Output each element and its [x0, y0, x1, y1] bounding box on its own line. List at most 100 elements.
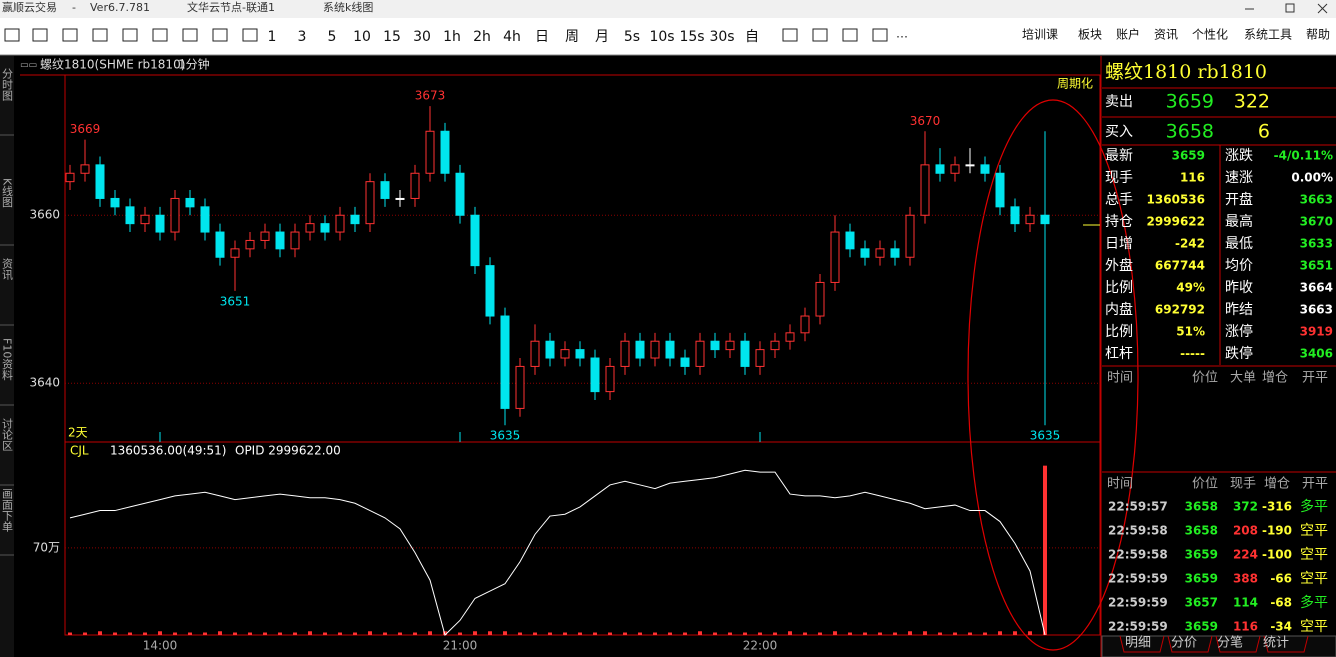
period-button[interactable]: 15s — [679, 29, 704, 45]
candle-body — [320, 223, 330, 233]
tab[interactable]: 分价 — [1171, 636, 1197, 651]
tool-icon[interactable] — [4, 28, 20, 42]
stat-label: 开盘 — [1225, 191, 1253, 208]
period-button[interactable]: 15 — [383, 29, 401, 45]
tool-icon[interactable] — [122, 28, 138, 42]
period-button[interactable]: 30s — [709, 29, 734, 45]
menu-item[interactable]: 培训课 — [1022, 27, 1058, 42]
volume-bar — [563, 632, 567, 635]
stat-label: 速涨 — [1225, 170, 1253, 186]
volume-bar — [533, 632, 537, 635]
tool-icon[interactable] — [242, 28, 258, 42]
tab-shape — [1119, 635, 1165, 653]
volume-bar — [488, 631, 492, 635]
tool-icon[interactable] — [812, 28, 828, 42]
stat-value: 667744 — [1155, 259, 1205, 273]
tab[interactable]: 统计 — [1263, 636, 1289, 651]
x-tick-label: 22:00 — [743, 639, 778, 653]
tool-icon[interactable] — [152, 28, 168, 42]
menu-item[interactable]: 板块 — [1078, 28, 1102, 42]
side-tab[interactable]: 讨论区 — [1, 418, 14, 451]
close[interactable] — [1317, 3, 1328, 14]
period-button[interactable]: 1 — [268, 29, 277, 45]
volume-bar — [548, 632, 552, 635]
tool-icon[interactable] — [212, 28, 228, 42]
period-button[interactable]: 3 — [298, 29, 307, 45]
more-icon[interactable]: ⋯ — [896, 30, 908, 44]
stat-label: 持仓 — [1105, 214, 1133, 230]
stat-value: 692792 — [1155, 303, 1205, 317]
trade-cell: 22:59:59 — [1108, 620, 1168, 634]
menu-item[interactable]: 账户 — [1116, 27, 1140, 42]
tool-icon[interactable] — [62, 28, 78, 42]
period-button[interactable]: 日 — [535, 29, 549, 45]
stat-label: 最高 — [1225, 213, 1253, 230]
tab[interactable]: 明细 — [1125, 636, 1151, 651]
trade-cell: 22:59:59 — [1108, 572, 1168, 586]
candle-body — [455, 172, 465, 216]
menu-item[interactable]: 资讯 — [1154, 28, 1178, 42]
period-button[interactable]: 5 — [328, 29, 337, 45]
period-button[interactable]: 2h — [473, 29, 491, 45]
period-button[interactable]: 30 — [413, 29, 431, 45]
period-button[interactable]: 5s — [624, 29, 640, 45]
volume-bar — [833, 631, 837, 635]
quote-title: 螺纹1810 rb1810 — [1105, 61, 1267, 83]
period[interactable]: 1分钟 — [178, 57, 210, 72]
candle-body — [65, 172, 75, 183]
volume-bar — [143, 632, 147, 635]
corner-label[interactable]: 周期化 — [1057, 77, 1093, 91]
volume-bar — [848, 632, 852, 635]
side-tab[interactable]: K线图 — [1, 178, 14, 208]
stat-value: 1360536 — [1147, 193, 1205, 207]
candle-body — [680, 357, 690, 367]
separator: - — [72, 1, 76, 14]
tool-icon[interactable] — [842, 28, 858, 42]
extreme-label: 3651 — [220, 294, 251, 308]
stat-label: 内盘 — [1105, 301, 1133, 318]
stat-label: 总手 — [1105, 192, 1133, 208]
stat-label: 比例 — [1105, 324, 1133, 340]
candle-body — [335, 214, 345, 233]
menu-item[interactable]: 帮助 — [1306, 28, 1330, 42]
maximize[interactable] — [1285, 3, 1295, 13]
side-tab[interactable]: 分时图 — [1, 68, 14, 102]
candle-body — [725, 340, 735, 351]
tab[interactable]: 分笔 — [1217, 635, 1243, 651]
span-label: 2天 — [68, 426, 88, 440]
tool-icon[interactable] — [782, 28, 798, 42]
trade-cell: 空平 — [1300, 571, 1328, 587]
tool-icon[interactable] — [32, 28, 48, 42]
stat-value: 0.00% — [1291, 171, 1333, 185]
volume-bar — [458, 632, 462, 635]
trade-cell: 224 — [1233, 548, 1258, 562]
tool-icon[interactable] — [92, 28, 108, 42]
period-button[interactable]: 10s — [649, 29, 674, 45]
period-button[interactable]: 4h — [503, 29, 521, 45]
trade-cell: 22:59:59 — [1108, 596, 1168, 610]
tool-icon[interactable] — [182, 28, 198, 42]
period-button[interactable]: 自 — [745, 29, 759, 45]
menu-item[interactable]: 系统工具 — [1244, 28, 1292, 42]
volume-text: 1360536.00(49:51) — [110, 444, 226, 458]
period-button[interactable]: 10 — [353, 29, 371, 45]
period-button[interactable]: 月 — [595, 29, 609, 45]
trade-cell: 22:59:57 — [1108, 500, 1168, 514]
x-tick-label: 21:00 — [443, 639, 478, 653]
side-tab[interactable]: 画面下单 — [1, 488, 14, 532]
period-button[interactable]: 1h — [443, 29, 461, 45]
volume-bar — [803, 632, 807, 635]
menu-item[interactable]: 个性化 — [1192, 28, 1228, 42]
side-tab[interactable]: F10资料 — [1, 338, 14, 381]
quote-panel: 螺纹1810 rb1810 卖出 3659 322 买入 3658 6 最新 3659 涨跌 -4/… — [1101, 61, 1336, 657]
indicator-name[interactable]: CJL — [70, 444, 89, 458]
period-button[interactable]: 周 — [565, 29, 579, 45]
trade-cell: 3659 — [1185, 548, 1218, 562]
stat-label: 现手 — [1105, 170, 1133, 186]
side-tab[interactable]: 资讯 — [1, 258, 14, 281]
volume-bar — [413, 632, 417, 635]
candle-body — [995, 172, 1005, 208]
tool-icon[interactable] — [872, 28, 888, 42]
tab-shape — [1167, 635, 1213, 653]
trade-cell: -190 — [1262, 524, 1292, 538]
